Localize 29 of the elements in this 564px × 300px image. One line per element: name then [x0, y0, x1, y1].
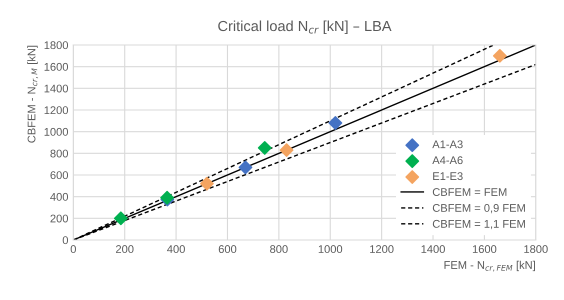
y-tick-label: 400	[50, 192, 68, 201]
x-tick-label: 1600	[472, 245, 496, 254]
x-tick-label: 0	[70, 245, 76, 254]
y-axis-title: CBFEM - N$_{cr,M}$ [kN]	[27, 46, 38, 143]
legend-label: CBFEM = 1,1 FEM	[432, 220, 525, 230]
y-tick-label: 200	[50, 214, 68, 222]
x-tick-label: 600	[218, 245, 236, 254]
y-tick-label: 1600	[44, 62, 68, 71]
legend-label: E1-E3	[433, 172, 463, 180]
x-tick-label: 1000	[318, 245, 342, 254]
y-tick-label: 1200	[44, 106, 68, 114]
x-tick-label: 200	[116, 245, 134, 254]
y-tick-label: 800	[50, 150, 68, 158]
x-tick-label: 1800	[524, 245, 548, 254]
legend-label: A1-A3	[432, 140, 463, 148]
x-axis-title: FEM - N$_{cr,FEM}$ [kN]	[444, 260, 535, 272]
legend-label: A4-A6	[432, 156, 463, 164]
y-tick-label: 1800	[44, 41, 68, 50]
y-tick-label: 0	[62, 236, 68, 244]
y-tick-label: 1400	[44, 84, 68, 92]
y-tick-label: 1000	[44, 128, 68, 136]
legend-label: CBFEM = 0,9 FEM	[432, 204, 525, 214]
x-tick-label: 1400	[422, 245, 445, 254]
x-tick-label: 800	[270, 245, 288, 254]
y-tick-label: 600	[50, 171, 68, 180]
x-tick-label: 1200	[370, 245, 394, 254]
x-tick-label: 400	[167, 245, 185, 254]
chart-title: Critical load N$_{cr}$ [kN] – LBA	[218, 20, 392, 34]
legend-label: CBFEM = FEM	[432, 188, 506, 196]
